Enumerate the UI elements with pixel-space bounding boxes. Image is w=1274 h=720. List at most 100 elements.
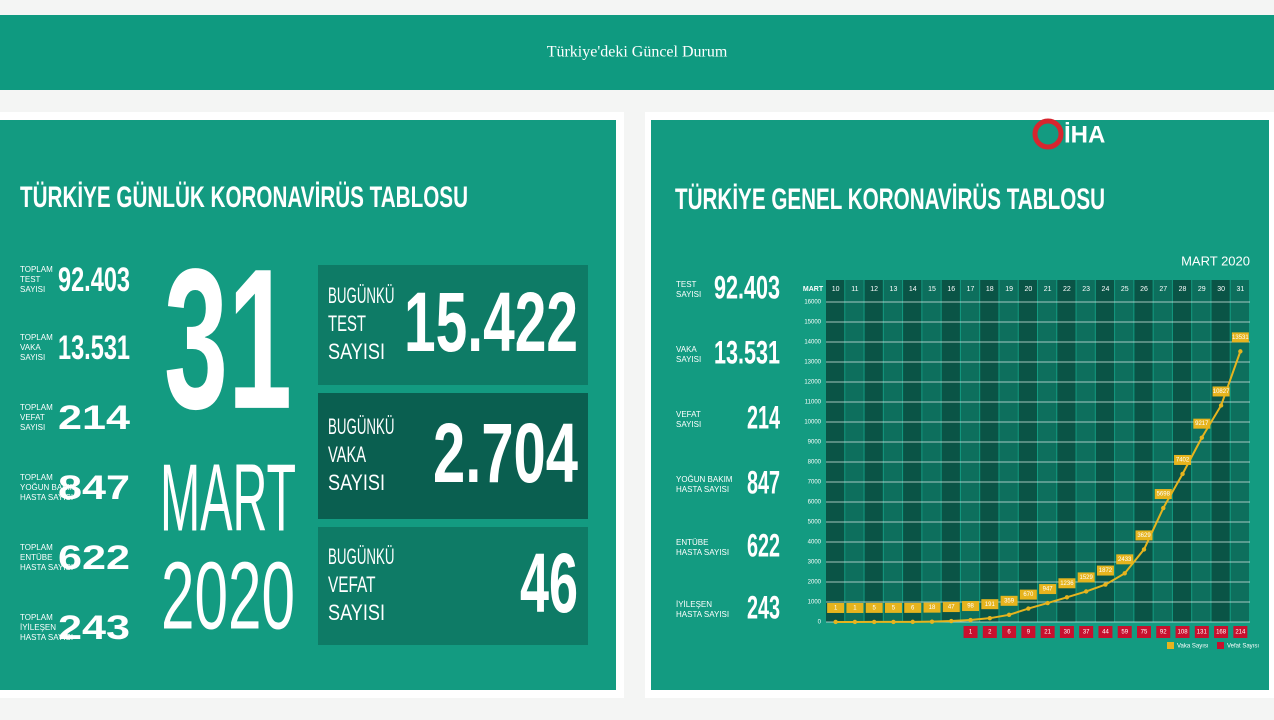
case-label-box bbox=[923, 602, 941, 613]
stat-label: TOPLAM bbox=[20, 265, 53, 274]
stat-label: İYİLEŞEN bbox=[20, 623, 56, 632]
today-label: BUGÜNKÜ bbox=[328, 283, 395, 308]
day-column bbox=[1153, 280, 1172, 622]
case-label: 9217 bbox=[1195, 421, 1209, 427]
case-point bbox=[852, 619, 858, 625]
stat-label: SAYISI bbox=[676, 355, 701, 364]
stat-label: TEST bbox=[20, 275, 41, 284]
day-column bbox=[826, 280, 845, 622]
stat-value: 13.531 bbox=[714, 334, 780, 370]
today-label: SAYISI bbox=[328, 470, 385, 495]
death-label: 6 bbox=[1007, 630, 1011, 636]
day-column bbox=[845, 280, 864, 622]
x-tick-label: 28 bbox=[1179, 286, 1187, 293]
death-label: 44 bbox=[1102, 630, 1109, 636]
case-label: 2433 bbox=[1118, 557, 1132, 563]
stat-label: SAYISI bbox=[20, 353, 45, 362]
case-label-box bbox=[1193, 418, 1211, 429]
x-tick-label: 29 bbox=[1198, 286, 1206, 293]
today-label: BUGÜNKÜ bbox=[328, 544, 395, 569]
stat-value: 243 bbox=[58, 609, 130, 647]
case-label-box bbox=[904, 602, 922, 613]
day-column bbox=[1192, 280, 1211, 622]
legend-label: Vefat Sayısı bbox=[1227, 644, 1259, 650]
stat-label: VAKA bbox=[676, 345, 697, 354]
y-tick-label: 0 bbox=[818, 620, 822, 626]
today-value: 46 bbox=[520, 536, 578, 630]
x-tick-label: 30 bbox=[1217, 286, 1225, 293]
x-tick-label: 11 bbox=[851, 286, 858, 293]
today-label: VAKA bbox=[328, 442, 366, 467]
stat-label: TOPLAM bbox=[20, 613, 53, 622]
day-column bbox=[1095, 280, 1115, 622]
case-label-box bbox=[1019, 589, 1037, 600]
y-tick-label: 4000 bbox=[808, 540, 822, 546]
stat-label: HASTA SAYISI bbox=[20, 633, 73, 642]
death-label: 108 bbox=[1178, 630, 1189, 636]
death-box bbox=[1233, 626, 1248, 638]
stat-value: 13.531 bbox=[58, 329, 130, 367]
case-label-box bbox=[981, 599, 999, 610]
y-tick-label: 12000 bbox=[804, 380, 821, 386]
logo: İHA bbox=[1064, 121, 1105, 148]
death-box bbox=[1040, 626, 1055, 638]
death-label: 75 bbox=[1141, 630, 1148, 636]
case-point bbox=[1180, 471, 1185, 477]
day-column bbox=[941, 280, 960, 622]
y-tick-label: 11000 bbox=[805, 400, 822, 406]
case-label-box bbox=[884, 602, 902, 613]
case-label: 5 bbox=[873, 605, 877, 611]
x-tick-label: 18 bbox=[986, 286, 994, 293]
y-tick-label: 3000 bbox=[808, 560, 822, 566]
case-point bbox=[1083, 589, 1089, 594]
x-tick-label: 17 bbox=[967, 286, 975, 293]
case-point bbox=[1064, 595, 1070, 600]
x-tick-label: 23 bbox=[1082, 286, 1090, 293]
case-label-box bbox=[1231, 332, 1249, 343]
date-month: MART bbox=[160, 444, 296, 551]
stat-label: TOPLAM bbox=[20, 403, 53, 412]
content: Türkiye'deki Güncel Durum TÜRKİYE GÜNLÜK … bbox=[20, 44, 1259, 650]
death-label: 2 bbox=[988, 630, 992, 636]
death-label: 30 bbox=[1064, 630, 1071, 636]
case-point bbox=[1026, 606, 1031, 611]
death-label: 37 bbox=[1083, 630, 1090, 636]
case-point bbox=[1218, 403, 1224, 408]
date-day: 31 bbox=[164, 228, 292, 451]
stat-label: YOĞUN BAKIM bbox=[20, 483, 77, 492]
death-box bbox=[1098, 626, 1113, 638]
day-column bbox=[1018, 280, 1037, 622]
case-label: 18 bbox=[929, 605, 936, 611]
case-label: 47 bbox=[948, 605, 955, 611]
day-column bbox=[960, 280, 980, 622]
case-point bbox=[1045, 600, 1050, 606]
legend-swatch bbox=[1167, 642, 1174, 649]
y-tick-label: 9000 bbox=[808, 440, 822, 446]
stat-label: HASTA SAYISI bbox=[676, 610, 729, 619]
death-box bbox=[1059, 626, 1074, 638]
today-label: BUGÜNKÜ bbox=[328, 414, 395, 439]
case-point bbox=[1103, 582, 1108, 587]
y-tick-label: 6000 bbox=[808, 500, 822, 506]
case-label: 1872 bbox=[1099, 568, 1113, 574]
x-tick-label: 20 bbox=[1024, 286, 1032, 293]
stat-value: 214 bbox=[58, 399, 130, 437]
case-label: 10827 bbox=[1213, 389, 1230, 395]
death-label: 21 bbox=[1044, 630, 1051, 636]
death-label: 59 bbox=[1121, 630, 1128, 636]
day-column bbox=[1230, 280, 1249, 622]
stat-label: HASTA SAYISI bbox=[676, 485, 729, 494]
today-label: SAYISI bbox=[328, 339, 385, 364]
stat-value: 622 bbox=[747, 527, 780, 563]
y-tick-label: 7000 bbox=[808, 480, 822, 486]
day-column bbox=[1115, 280, 1134, 622]
case-label-box bbox=[827, 602, 845, 613]
day-column bbox=[1038, 280, 1057, 622]
case-label-box bbox=[1077, 572, 1095, 583]
case-point bbox=[910, 619, 915, 625]
stat-value: 847 bbox=[58, 469, 130, 507]
case-point bbox=[871, 619, 877, 625]
day-column bbox=[999, 280, 1018, 622]
x-tick-label: 10 bbox=[832, 286, 840, 293]
